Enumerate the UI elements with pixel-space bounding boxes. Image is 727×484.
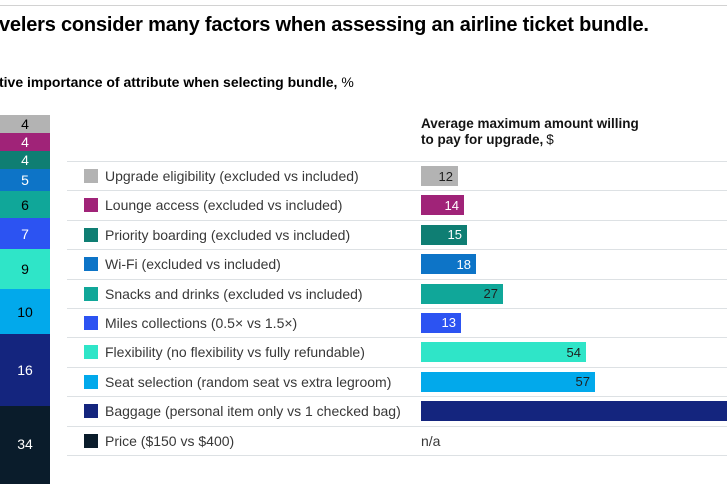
stack-segment: 10 [0, 289, 50, 334]
stack-segment: 5 [0, 169, 50, 191]
attribute-row: Miles collections (0.5× vs 1.5×) 13 [67, 307, 727, 337]
page-title: velers consider many factors when assess… [0, 14, 649, 36]
stack-segment: 4 [0, 133, 50, 151]
stack-segment-value: 6 [21, 196, 29, 213]
bar-column-header-line1: Average maximum amount willing [421, 116, 639, 131]
attribute-row: Price ($150 vs $400) n/a [67, 425, 727, 455]
legend-swatch [84, 257, 98, 272]
stack-segment-value: 9 [21, 261, 29, 277]
bar-column-header-unit: $ [546, 132, 554, 147]
legend-swatch [84, 198, 98, 213]
bar-value-label: 18 [456, 256, 471, 272]
value-bar: 54 [421, 342, 586, 363]
attribute-rows: Upgrade eligibility (excluded vs include… [67, 161, 727, 456]
attribute-row: Baggage (personal item only vs 1 checked… [67, 396, 727, 425]
bar-na-label: n/a [421, 432, 441, 449]
legend-swatch [84, 404, 98, 419]
legend-swatch [84, 227, 98, 242]
bar-value-label: 13 [441, 315, 456, 331]
legend-swatch [84, 286, 98, 301]
attribute-row: Priority boarding (excluded vs included)… [67, 219, 727, 249]
stack-segment: 9 [0, 249, 50, 289]
chart-subtitle-unit: % [341, 74, 354, 90]
legend-swatch [84, 433, 98, 448]
value-bar: 15 [421, 224, 467, 245]
stack-segment-value: 4 [21, 152, 29, 168]
attribute-label: Baggage (personal item only vs 1 checked… [105, 403, 401, 420]
bar-value-label: 27 [483, 286, 498, 302]
bar-value-label: 15 [447, 227, 462, 243]
legend-swatch [84, 374, 98, 389]
attribute-label: Seat selection (random seat vs extra leg… [105, 373, 392, 390]
legend-swatch [84, 345, 98, 360]
attribute-label: Price ($150 vs $400) [105, 432, 235, 449]
stack-segment-value: 10 [17, 303, 33, 320]
attribute-row: Wi-Fi (excluded vs included) 18 [67, 249, 727, 278]
attribute-label: Miles collections (0.5× vs 1.5×) [105, 314, 298, 331]
chart-subtitle: tive importance of attribute when select… [0, 74, 354, 90]
bar-column-header: Average maximum amount willing to pay fo… [421, 116, 639, 148]
attribute-label: Upgrade eligibility (excluded vs include… [105, 168, 359, 184]
legend-swatch [84, 169, 98, 183]
value-bar: 57 [421, 371, 595, 392]
stack-segment-value: 4 [21, 116, 29, 132]
stacked-bar: 4 4 4 5 6 7 9 10 16 34 [0, 115, 50, 484]
attribute-label: Wi-Fi (excluded vs included) [105, 256, 281, 273]
stack-segment: 7 [0, 218, 50, 249]
stack-segment-value: 34 [17, 436, 33, 452]
value-bar: 27 [421, 283, 503, 304]
top-divider [0, 5, 727, 6]
stack-segment: 34 [0, 406, 50, 484]
stack-segment-value: 7 [21, 225, 29, 242]
stack-segment: 4 [0, 151, 50, 169]
bar-value-label: 12 [438, 168, 453, 184]
value-bar [421, 401, 727, 422]
stack-segment-value: 5 [21, 172, 29, 188]
attribute-label: Snacks and drinks (excluded vs included) [105, 285, 363, 302]
attribute-label: Lounge access (excluded vs included) [105, 197, 343, 214]
bar-value-label: 57 [575, 374, 590, 390]
attribute-row: Seat selection (random seat vs extra leg… [67, 366, 727, 396]
attribute-row: Upgrade eligibility (excluded vs include… [67, 161, 727, 190]
stack-segment: 6 [0, 191, 50, 218]
attribute-label: Priority boarding (excluded vs included) [105, 226, 351, 243]
chart-subtitle-text: tive importance of attribute when select… [0, 74, 338, 90]
value-bar: 14 [421, 195, 464, 216]
stack-segment: 16 [0, 334, 50, 406]
stack-segment: 4 [0, 115, 50, 133]
legend-swatch [84, 315, 98, 330]
value-bar: 12 [421, 166, 458, 186]
bar-column-header-line2-text: to pay for upgrade, [421, 132, 544, 147]
stack-segment-value: 16 [17, 362, 33, 378]
attribute-row: Lounge access (excluded vs included) 14 [67, 190, 727, 219]
value-bar: 13 [421, 312, 461, 333]
stack-segment-value: 4 [21, 134, 29, 150]
value-bar: 18 [421, 254, 476, 275]
attribute-row: Snacks and drinks (excluded vs included)… [67, 278, 727, 308]
bar-value-label: 14 [444, 197, 459, 213]
bar-column-header-line2: to pay for upgrade, $ [421, 132, 639, 148]
bar-value-label: 54 [566, 344, 581, 360]
attribute-row: Flexibility (no flexibility vs fully ref… [67, 337, 727, 366]
attribute-label: Flexibility (no flexibility vs fully ref… [105, 344, 365, 361]
